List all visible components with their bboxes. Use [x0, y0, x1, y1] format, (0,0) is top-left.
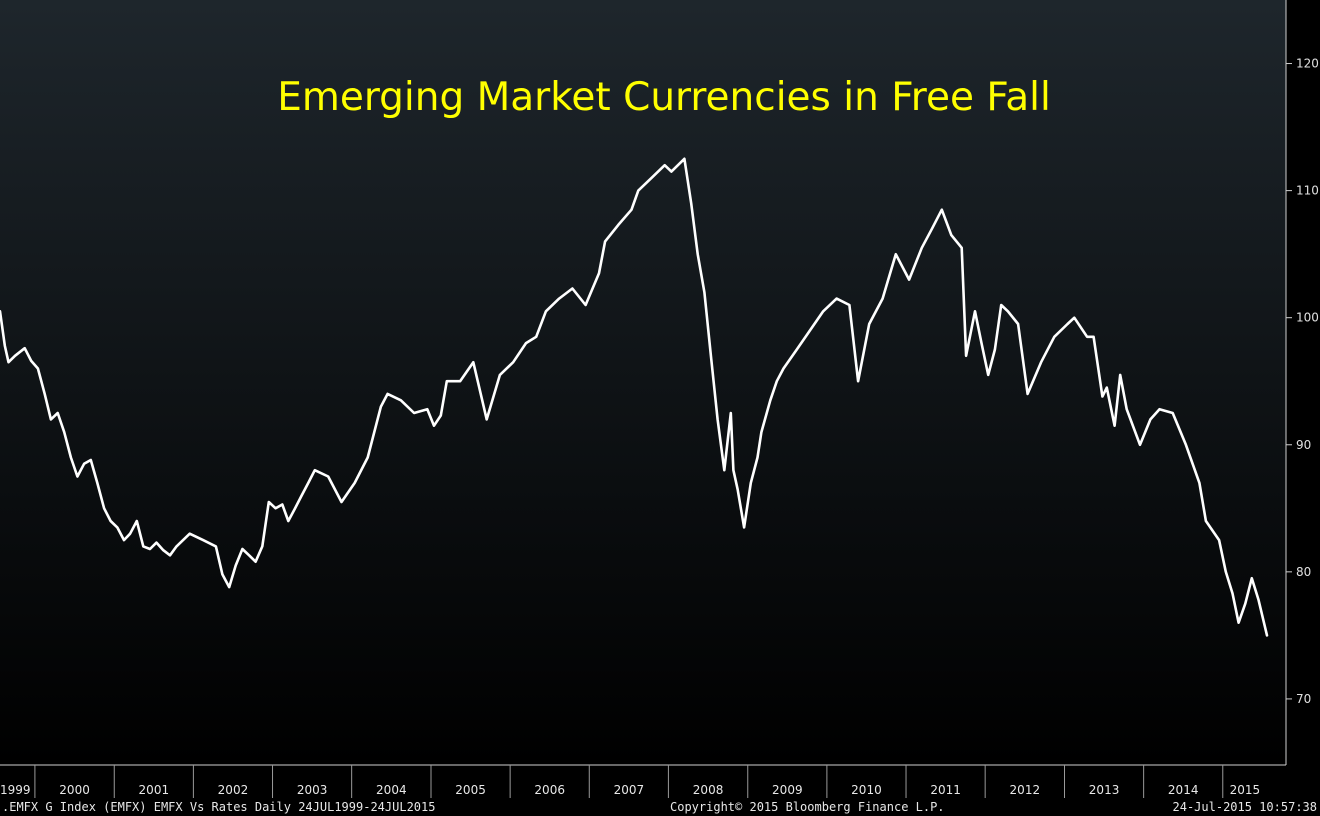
x-tick-label: 2006	[534, 783, 565, 797]
y-tick-label: 90	[1296, 438, 1311, 452]
footer-ticker-info: .EMFX G Index (EMFX) EMFX Vs Rates Daily…	[2, 800, 436, 814]
x-tick-label: 2009	[772, 783, 803, 797]
x-tick-label: 1999	[0, 783, 31, 797]
x-tick-label: 2011	[930, 783, 961, 797]
x-tick-label: 2012	[1010, 783, 1041, 797]
y-tick-label: 70	[1296, 692, 1311, 706]
x-tick-label: 2015	[1230, 783, 1261, 797]
x-tick-label: 2002	[218, 783, 249, 797]
y-tick-label: 100	[1296, 311, 1319, 325]
x-tick-label: 2001	[139, 783, 170, 797]
footer-background	[0, 765, 1320, 800]
x-tick-label: 2005	[455, 783, 486, 797]
series-line	[0, 157, 1269, 637]
series-layer	[0, 157, 1269, 637]
chart-title: Emerging Market Currencies in Free Fall	[277, 75, 1051, 120]
y-tick-label: 80	[1296, 565, 1311, 579]
x-tick-label: 2004	[376, 783, 407, 797]
y-tick-label: 120	[1296, 57, 1319, 71]
x-axis: 1999 2000 2001 2002 2003 2004 2005 2006 2007 2008…	[0, 764, 1286, 798]
x-tick-label: 2000	[59, 783, 90, 797]
footer-timestamp: 24-Jul-2015 10:57:38	[1172, 800, 1318, 814]
x-tick-label: 2003	[297, 783, 328, 797]
y-tick-label: 110	[1296, 184, 1319, 198]
x-tick-label: 2007	[614, 783, 645, 797]
footer-copyright: Copyright© 2015 Bloomberg Finance L.P.	[670, 800, 945, 814]
x-tick-label: 2008	[693, 783, 724, 797]
axis-panel-background	[1286, 0, 1320, 765]
x-tick-label: 2013	[1089, 783, 1120, 797]
x-tick-label: 2014	[1168, 783, 1199, 797]
x-tick-label: 2010	[851, 783, 882, 797]
plot-background	[0, 0, 1286, 765]
y-axis: 70 80 90 100 110 120	[1285, 0, 1319, 765]
